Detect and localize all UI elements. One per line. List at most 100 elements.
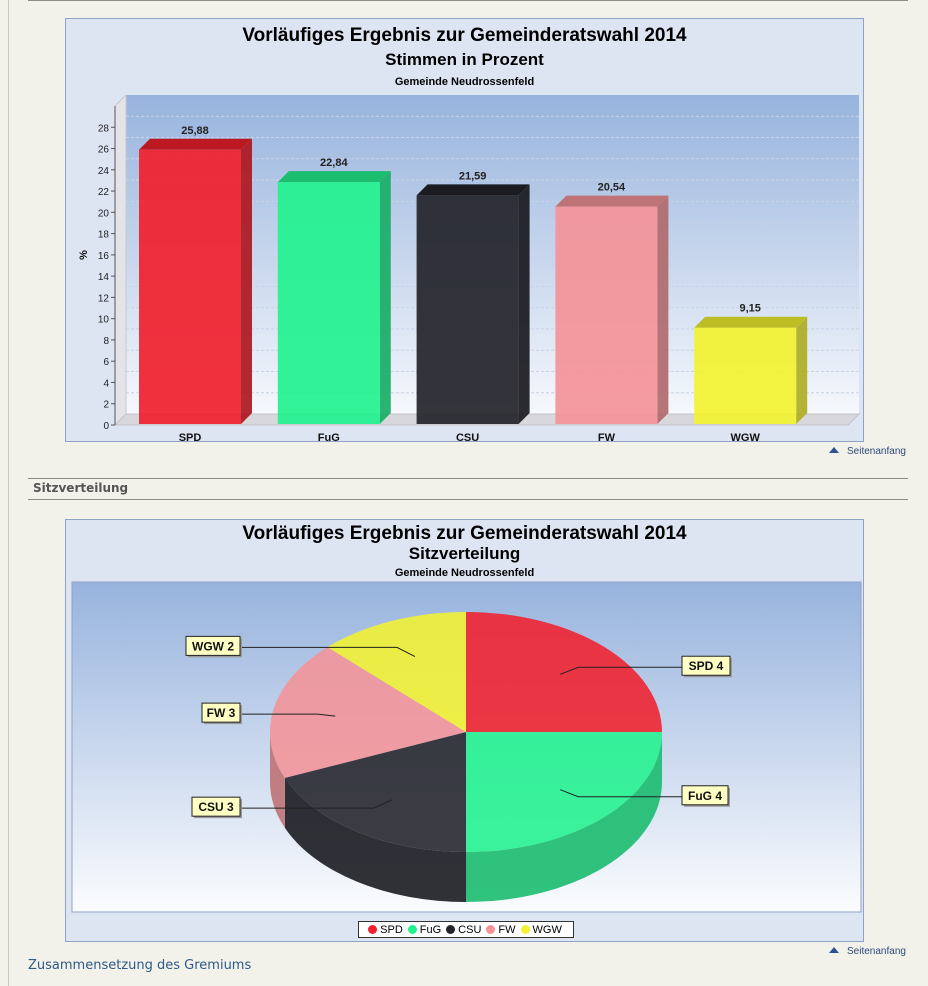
- y-tick-label: 16: [98, 251, 110, 262]
- bar-value-label: 21,59: [459, 170, 487, 182]
- pie-side-csu: [284, 777, 466, 902]
- pie-chart-panel: Vorläufiges Ergebnis zur Gemeinderatswah…: [65, 519, 864, 942]
- bar-csu: [416, 195, 519, 424]
- legend-label-csu: CSU: [458, 923, 482, 936]
- back-to-top-label: Seitenanfang: [847, 946, 906, 957]
- y-tick-label: 22: [98, 187, 110, 198]
- legend-item-csu: CSU: [446, 924, 481, 936]
- pie-label-fw: FW 3: [207, 706, 236, 720]
- x-tick-label: SPD: [179, 432, 202, 441]
- pie-chart-title: Vorläufiges Ergebnis zur Gemeinderatswah…: [242, 523, 687, 544]
- x-tick-label: CSU: [456, 432, 479, 441]
- y-tick-label: 4: [103, 378, 109, 389]
- bar-side-csu: [518, 184, 530, 424]
- bar-value-label: 25,88: [181, 125, 209, 137]
- bar-side-wgw: [796, 316, 808, 424]
- y-tick-label: 28: [98, 123, 110, 134]
- bar-top-wgw: [694, 316, 808, 328]
- pie-legend: SPD FuG CSU FW WGW: [358, 921, 574, 938]
- bar-chart-subtitle: Stimmen in Prozent: [385, 50, 544, 69]
- section-heading: Sitzverteilung: [33, 481, 129, 495]
- legend-item-wgw: WGW: [520, 923, 562, 936]
- plot-side-wall: [114, 93, 127, 427]
- bar-top-fw: [555, 195, 669, 207]
- pie-side-fw: [270, 732, 285, 828]
- bar-wgw: [694, 327, 797, 424]
- section-divider-top: [28, 478, 908, 479]
- legend-label-wgw: WGW: [532, 923, 562, 936]
- pie-label-box: [191, 796, 241, 817]
- bar-side-fw: [657, 195, 669, 424]
- y-tick-label: 10: [98, 315, 110, 326]
- y-tick-label: 6: [103, 357, 109, 368]
- legend-item-fug: FuG: [407, 923, 442, 936]
- pie-slice-fw: [270, 647, 466, 778]
- bar-chart-panel: Vorläufiges Ergebnis zur Gemeinderatswah…: [65, 18, 864, 442]
- x-tick-label: FW: [598, 432, 616, 441]
- bar-side-fug: [379, 171, 391, 424]
- pie-leader-line: [560, 666, 682, 675]
- legend-label-spd: SPD: [380, 923, 403, 936]
- back-to-top-link-2[interactable]: Seitenanfang: [829, 946, 906, 957]
- gremium-link[interactable]: Zusammensetzung des Gremiums: [28, 958, 252, 973]
- pie-label-box: [681, 785, 729, 806]
- pie-chart: SPD 4 FuG 4 CSU 3 FW 3 WGW 2: [71, 581, 862, 913]
- arrow-up-icon: [829, 447, 839, 453]
- pie-label-box: [681, 655, 731, 676]
- y-tick-label: 24: [98, 166, 110, 177]
- bar-spd: [139, 149, 241, 424]
- top-divider: [28, 0, 908, 1]
- y-tick-label: 18: [98, 230, 110, 241]
- pie-chart-caption: Gemeinde Neudrossenfeld: [394, 567, 535, 579]
- pie-slice-csu: [284, 732, 466, 852]
- pie-label-wgw: WGW 2: [192, 639, 234, 653]
- bar-value-label: 20,54: [598, 182, 626, 194]
- pie-side-fug: [466, 732, 662, 902]
- pie-label-box: [201, 702, 241, 723]
- legend-label-fw: FW: [498, 923, 516, 936]
- y-tick-label: 12: [98, 293, 110, 304]
- back-to-top-link-1[interactable]: Seitenanfang: [829, 446, 906, 457]
- bar-top-spd: [139, 138, 252, 150]
- legend-item-spd: SPD: [368, 924, 403, 936]
- y-tick-label: 14: [98, 272, 110, 283]
- legend-label-fug: FuG: [419, 923, 442, 936]
- bar-value-label: 22,84: [320, 157, 348, 169]
- bar-fug: [277, 182, 380, 424]
- legend-dot-fug: [407, 925, 417, 934]
- pie-leader-line: [560, 789, 682, 798]
- pie-label-csu: CSU 3: [198, 800, 234, 814]
- pie-leader-line: [240, 713, 336, 717]
- y-tick-label: 20: [98, 208, 110, 219]
- bar-chart-title: Vorläufiges Ergebnis zur Gemeinderatswah…: [242, 25, 687, 46]
- y-tick-label: 8: [103, 336, 109, 347]
- x-tick-label: WGW: [731, 432, 761, 441]
- bar-side-spd: [241, 138, 252, 424]
- arrow-up-icon: [829, 947, 839, 953]
- y-tick-label: 26: [98, 145, 110, 156]
- bar-chart-caption: Gemeinde Neudrossenfeld: [394, 76, 535, 88]
- bar-top-csu: [416, 184, 530, 196]
- legend-dot-csu: [446, 925, 456, 934]
- legend-dot-fw: [486, 925, 496, 934]
- y-axis-label: %: [78, 250, 90, 260]
- legend-dot-spd: [368, 925, 378, 934]
- pie-label-spd: SPD 4: [689, 659, 724, 673]
- bar-chart: 0246810121416182022242628%25,88SPD22,84F…: [78, 93, 861, 441]
- back-to-top-label: Seitenanfang: [847, 446, 906, 457]
- bar-value-label: 9,15: [739, 303, 760, 315]
- legend-dot-wgw: [520, 925, 530, 934]
- pie-leader-line: [240, 799, 393, 809]
- y-tick-label: 0: [103, 421, 109, 432]
- bar-fw: [555, 206, 658, 424]
- pie-slice-wgw: [327, 612, 466, 732]
- pie-leader-line: [240, 646, 416, 658]
- pie-slice-fug: [466, 732, 662, 852]
- y-tick-label: 2: [103, 400, 109, 411]
- legend-item-fw: FW: [486, 923, 516, 936]
- pie-chart-subtitle: Sitzverteilung: [408, 544, 521, 563]
- pie-label-box: [185, 635, 241, 656]
- section-divider-bottom: [28, 499, 908, 500]
- pie-label-fug: FuG 4: [688, 789, 722, 803]
- pie-slice-spd: [466, 612, 662, 732]
